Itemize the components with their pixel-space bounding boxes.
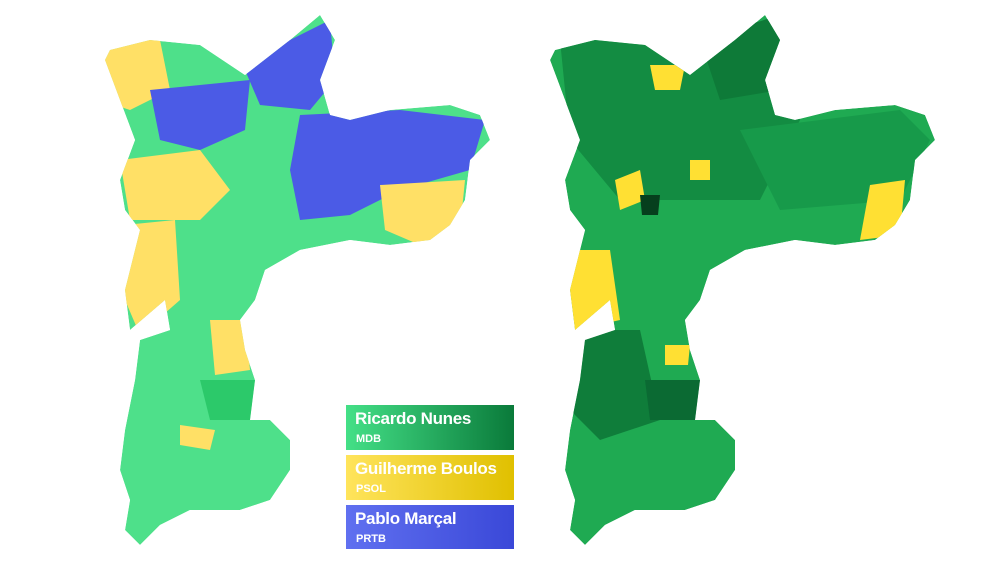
- legend-party: PRTB: [356, 533, 386, 545]
- region: [650, 65, 685, 90]
- region: [615, 170, 645, 210]
- region: [690, 160, 710, 180]
- region: [860, 180, 905, 240]
- region: [560, 330, 660, 440]
- region: [200, 380, 260, 420]
- region: [665, 345, 690, 365]
- region: [180, 425, 215, 450]
- map-left: [105, 15, 490, 545]
- region: [150, 80, 250, 150]
- map-right: [550, 15, 935, 545]
- region: [380, 180, 465, 245]
- region: [120, 150, 230, 220]
- legend-party: PSOL: [356, 483, 386, 495]
- region: [210, 320, 250, 375]
- legend-swatch: [346, 505, 514, 549]
- legend: Ricardo Nunes MDB Guilherme Boulos PSOL …: [346, 405, 514, 549]
- legend-name: Pablo Marçal: [355, 509, 456, 528]
- region: [290, 110, 485, 220]
- region: [640, 195, 660, 215]
- legend-name: Guilherme Boulos: [355, 459, 497, 478]
- legend-swatch: [346, 455, 514, 500]
- region: [245, 20, 335, 110]
- legend-swatch: [346, 405, 514, 450]
- legend-party: MDB: [356, 433, 381, 445]
- region: [125, 220, 180, 335]
- region: [645, 380, 700, 420]
- legend-name: Ricardo Nunes: [355, 409, 471, 428]
